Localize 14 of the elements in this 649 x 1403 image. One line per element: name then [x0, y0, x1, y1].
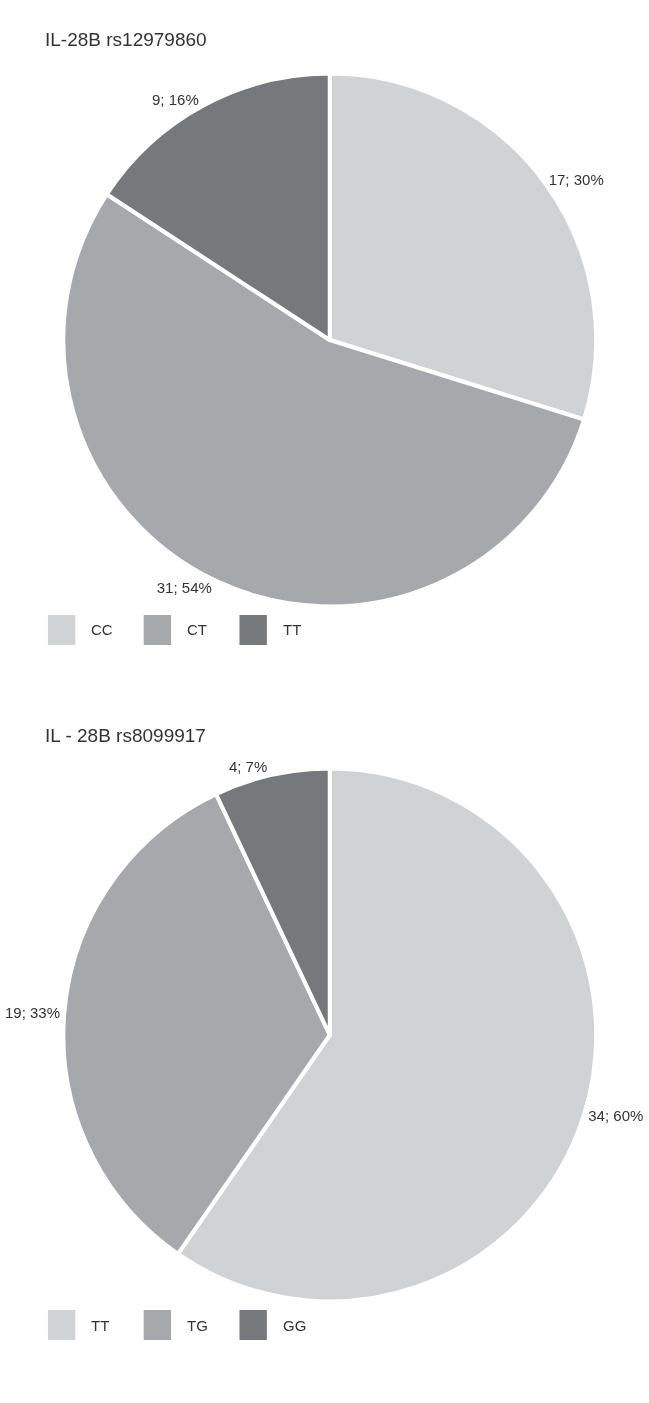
legend-label: TT	[283, 621, 302, 638]
legend-label: CC	[91, 621, 113, 638]
data-label: 9; 16%	[152, 90, 199, 108]
data-label: 19; 33%	[4, 1004, 61, 1022]
chart-title: IL - 28B rs8099917	[45, 725, 206, 746]
data-label: 17; 30%	[548, 170, 604, 188]
chart-title: IL-28B rs12979860	[45, 29, 207, 50]
legend-label: CT	[187, 621, 207, 638]
data-label: 34; 60%	[588, 1106, 644, 1124]
legend-label: GG	[283, 1317, 307, 1334]
legend-label: TT	[91, 1317, 110, 1334]
data-label: 31; 54%	[156, 579, 212, 597]
data-label: 4; 7%	[228, 758, 268, 776]
legend-label: TG	[187, 1317, 208, 1334]
